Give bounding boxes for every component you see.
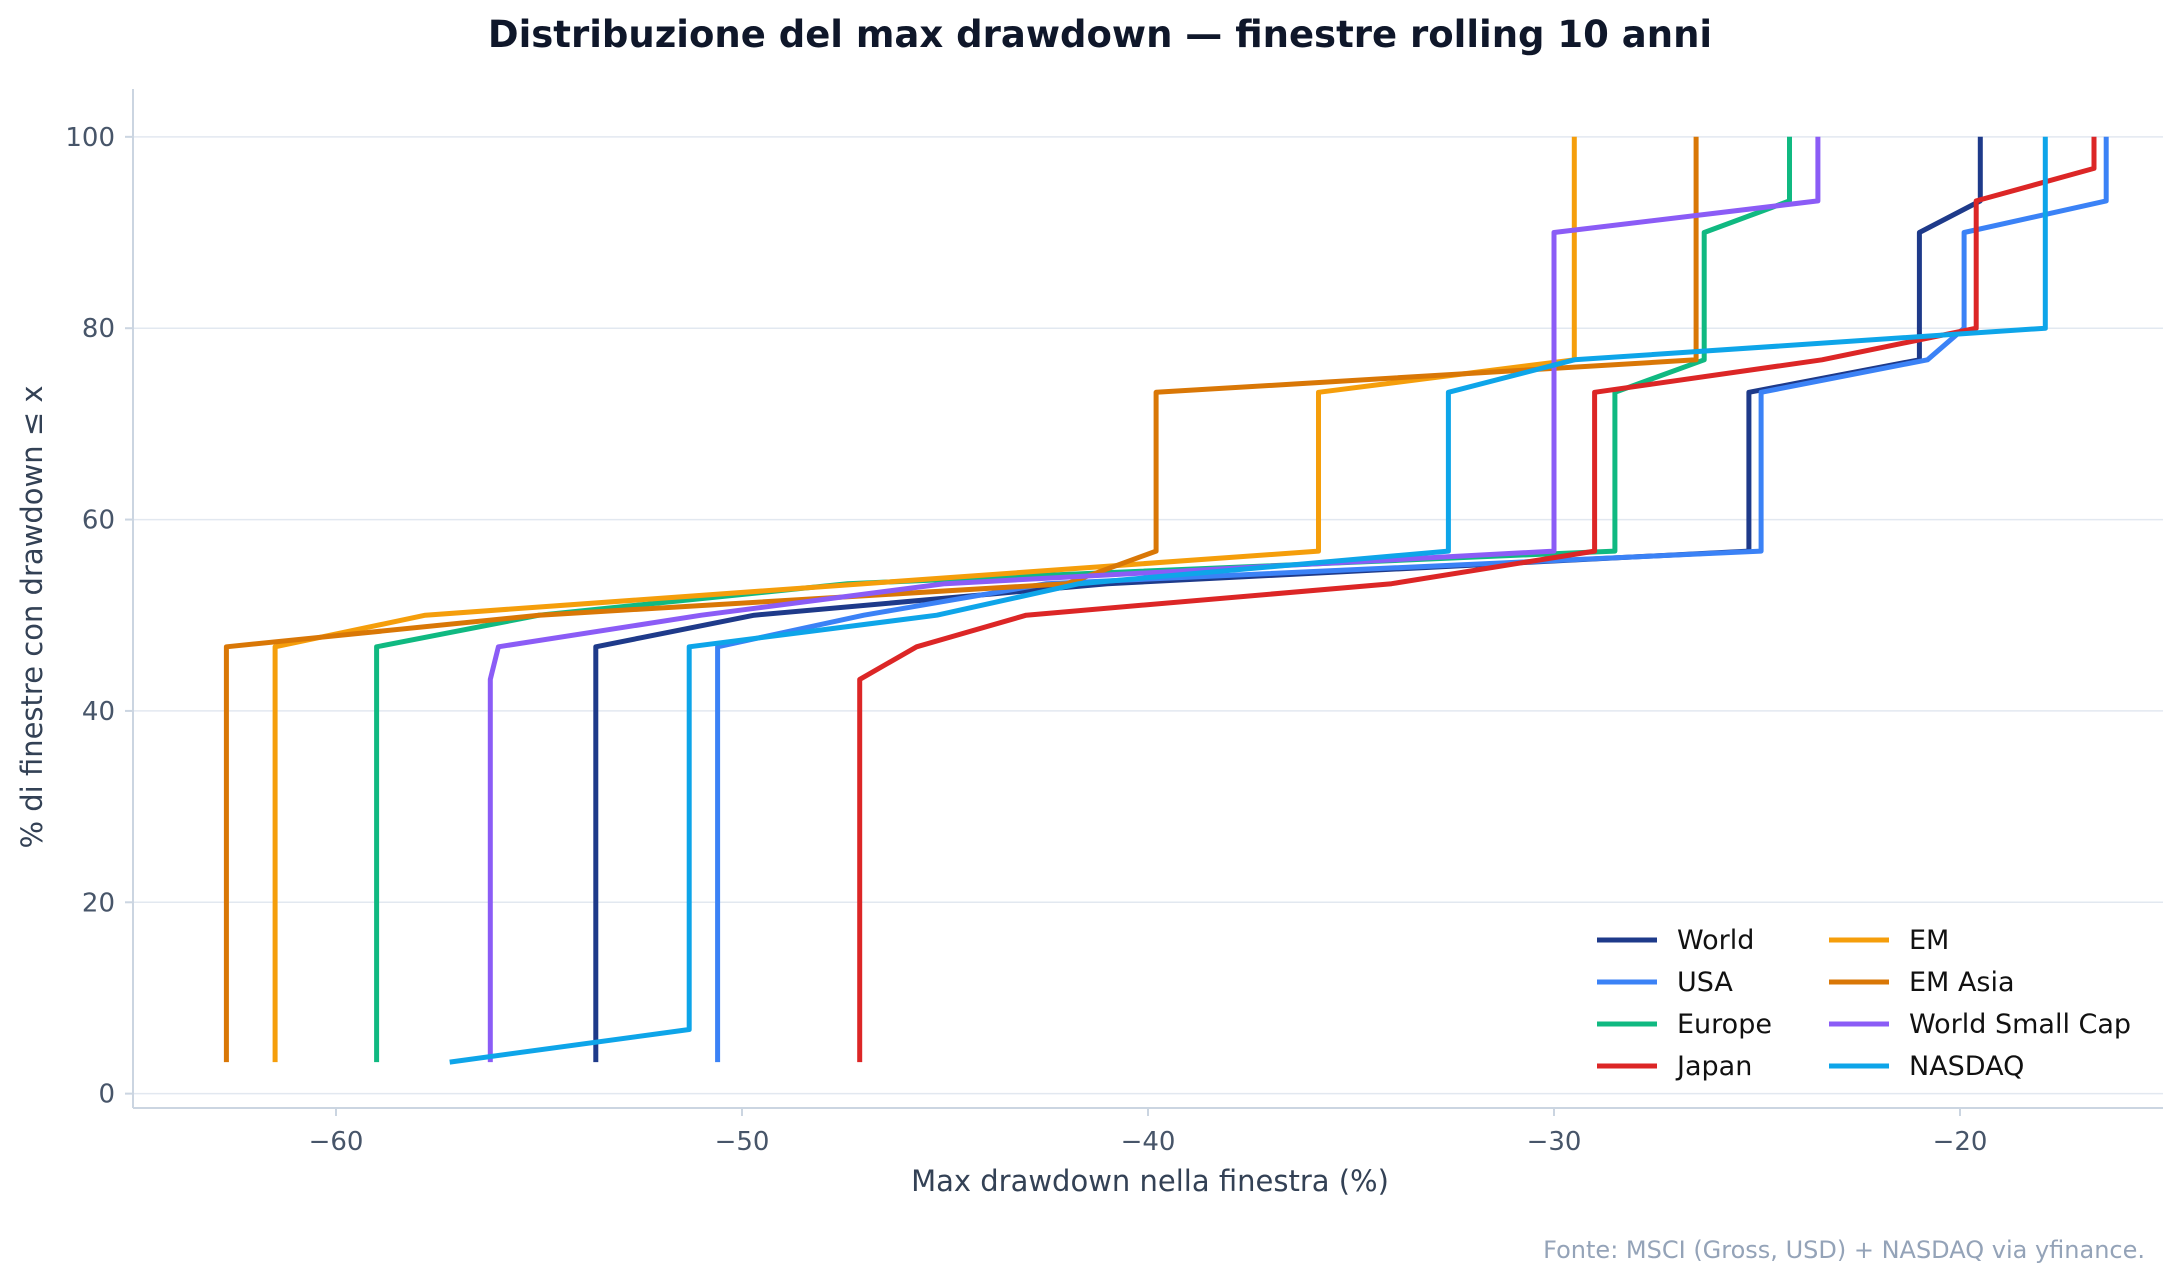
series-line-europe <box>374 136 1792 1063</box>
legend-label-world: World <box>1677 925 1754 956</box>
legend-label-japan: Japan <box>1675 1051 1752 1082</box>
y-axis-label: % di finestre con drawdown ≤ x <box>15 385 49 848</box>
legend-label-em-asia: EM Asia <box>1909 967 2015 998</box>
series-line-japan <box>857 136 2097 1063</box>
y-tick-label: 80 <box>82 314 115 344</box>
series-line-world-small-cap <box>487 136 1821 1063</box>
legend-label-world-small-cap: World Small Cap <box>1909 1009 2131 1040</box>
source-note: Fonte: MSCI (Gross, USD) + NASDAQ via yf… <box>1543 1236 2145 1264</box>
x-tick-label: −40 <box>1121 1127 1176 1157</box>
chart-title: Distribuzione del max drawdown — finestr… <box>488 13 1712 56</box>
series-line-world <box>593 136 1983 1063</box>
series-lines <box>223 136 2109 1065</box>
series-line-usa <box>715 136 2109 1063</box>
y-tick-label: 0 <box>98 1080 115 1110</box>
y-tick-label: 40 <box>82 697 115 727</box>
series-line-em-asia <box>223 136 1699 1063</box>
grid <box>133 136 2163 1095</box>
y-ticks: 0 20 40 60 80 100 <box>65 123 133 1110</box>
legend-label-nasdaq: NASDAQ <box>1909 1051 2024 1082</box>
y-tick-label: 100 <box>65 123 115 153</box>
x-ticks: −60 −50 −40 −30 −20 <box>309 1108 1988 1157</box>
x-tick-label: −60 <box>309 1127 364 1157</box>
y-tick-label: 60 <box>82 506 115 536</box>
legend-label-europe: Europe <box>1677 1009 1772 1040</box>
y-tick-label: 20 <box>82 888 115 918</box>
legend: World USA Europe Japan EM EM Asia World Small … <box>1597 925 2131 1082</box>
legend-label-em: EM <box>1909 925 1949 956</box>
x-tick-label: −50 <box>715 1127 770 1157</box>
x-axis-label: Max drawdown nella finestra (%) <box>911 1164 1389 1198</box>
legend-label-usa: USA <box>1677 967 1733 998</box>
series-line-nasdaq <box>449 136 2048 1065</box>
x-tick-label: −30 <box>1527 1127 1582 1157</box>
x-tick-label: −20 <box>1933 1127 1988 1157</box>
